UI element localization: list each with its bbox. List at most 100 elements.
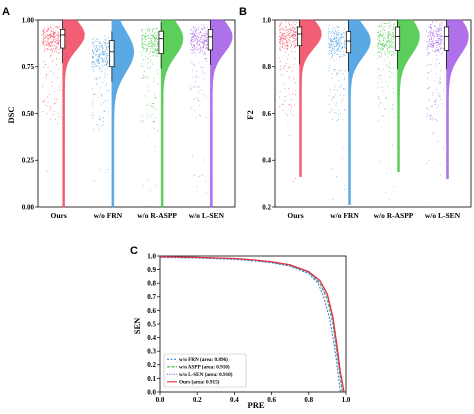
y-tick-label: 0.75 xyxy=(22,63,35,71)
data-point xyxy=(48,41,50,43)
data-point xyxy=(96,124,98,125)
data-point xyxy=(147,61,149,63)
data-point xyxy=(328,32,330,34)
data-point xyxy=(99,48,101,50)
data-point xyxy=(48,46,50,48)
data-point xyxy=(58,39,59,41)
data-point xyxy=(392,67,394,69)
data-point xyxy=(97,59,99,61)
data-point xyxy=(337,47,339,49)
data-point xyxy=(377,38,379,40)
data-point xyxy=(48,44,50,46)
data-point xyxy=(195,76,197,78)
data-point xyxy=(441,35,443,37)
data-point xyxy=(345,54,346,56)
data-point xyxy=(146,116,148,118)
data-point xyxy=(392,54,394,56)
data-point xyxy=(58,25,60,27)
data-point xyxy=(442,36,444,38)
data-point xyxy=(147,58,149,59)
data-point xyxy=(429,45,431,47)
data-point xyxy=(44,99,46,101)
data-point xyxy=(105,52,107,54)
data-point xyxy=(205,32,207,34)
data-point xyxy=(438,51,440,53)
data-point xyxy=(191,77,193,79)
data-point xyxy=(328,53,330,55)
data-point xyxy=(100,43,102,45)
data-point xyxy=(107,65,109,67)
data-point xyxy=(328,34,330,36)
data-point xyxy=(152,47,153,49)
data-point xyxy=(201,29,203,31)
y-tick-label: 0.7 xyxy=(147,293,156,301)
data-point xyxy=(283,35,284,37)
data-point xyxy=(157,50,159,52)
data-point xyxy=(291,33,293,35)
data-point xyxy=(56,35,58,36)
data-point xyxy=(281,39,283,41)
y-tick-label: 1.00 xyxy=(22,16,35,24)
data-point xyxy=(202,28,204,30)
data-point xyxy=(436,107,438,109)
data-point xyxy=(56,28,58,30)
data-point xyxy=(97,61,99,63)
data-point xyxy=(157,42,159,44)
data-point xyxy=(99,45,101,47)
data-point xyxy=(142,48,144,50)
data-point xyxy=(282,33,284,35)
data-point xyxy=(439,23,441,25)
data-point xyxy=(285,45,287,47)
legend-entry: Ours (area: 0.915) xyxy=(179,379,220,386)
data-point xyxy=(203,45,205,47)
data-point xyxy=(384,53,386,55)
data-point xyxy=(285,39,287,41)
data-point xyxy=(295,45,297,47)
data-point xyxy=(334,51,336,53)
data-point xyxy=(284,36,286,38)
data-point xyxy=(294,28,296,29)
data-point xyxy=(96,48,98,50)
data-point xyxy=(147,27,149,29)
data-point xyxy=(94,40,96,42)
data-point xyxy=(288,134,290,136)
data-point xyxy=(293,31,295,33)
data-point xyxy=(103,76,105,78)
data-point xyxy=(144,40,146,42)
data-point xyxy=(390,21,392,23)
data-point xyxy=(330,42,332,44)
data-point xyxy=(282,47,283,48)
data-point xyxy=(104,44,106,46)
data-point xyxy=(342,157,344,159)
data-point xyxy=(142,29,144,31)
data-point xyxy=(383,43,384,44)
data-point xyxy=(43,37,44,39)
data-point xyxy=(47,102,49,104)
violin-half xyxy=(299,19,322,177)
data-point xyxy=(330,31,332,33)
data-point xyxy=(331,53,333,54)
data-point xyxy=(43,35,45,37)
data-point xyxy=(389,51,391,53)
data-point xyxy=(147,34,149,36)
y-tick-label: 0.4 xyxy=(262,157,271,165)
data-point xyxy=(153,39,155,41)
data-point xyxy=(50,31,52,33)
data-point xyxy=(387,45,389,47)
data-point xyxy=(103,110,105,112)
data-point xyxy=(101,45,102,47)
data-point xyxy=(339,38,341,40)
data-point xyxy=(55,33,57,34)
data-point xyxy=(288,104,290,106)
data-point xyxy=(58,32,60,34)
data-point xyxy=(157,69,158,71)
data-point xyxy=(107,62,109,64)
data-point xyxy=(96,65,98,67)
y-tick-label: 0.3 xyxy=(147,348,156,356)
data-point xyxy=(283,83,285,85)
data-point xyxy=(204,35,206,37)
data-point xyxy=(198,36,200,38)
data-point xyxy=(284,38,286,39)
data-point xyxy=(105,47,107,48)
